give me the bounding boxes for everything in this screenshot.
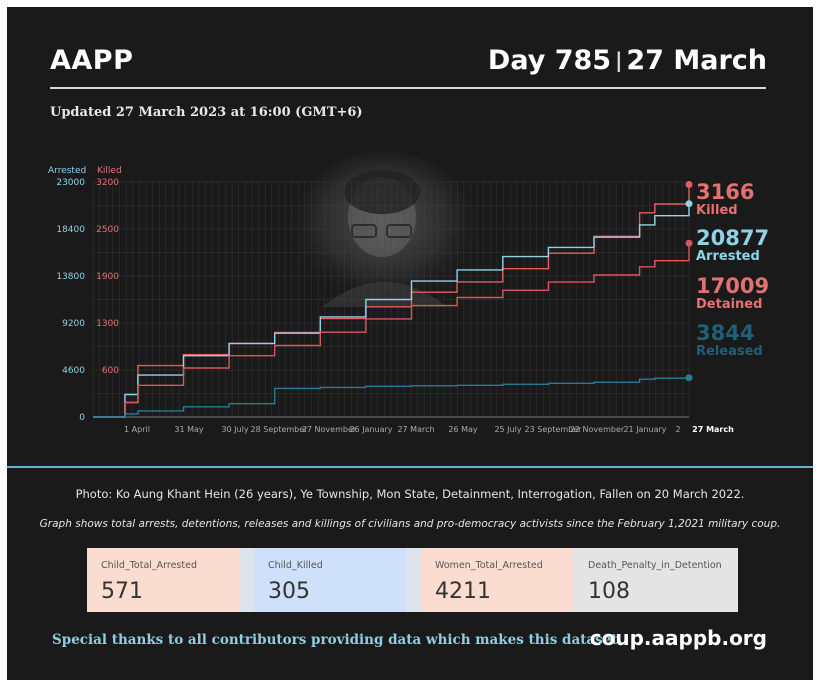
series-line-detained (93, 243, 690, 418)
stat-label: Child_Killed (268, 560, 323, 571)
y-left-tick-label: 4600 (62, 366, 85, 376)
stat-label: Child_Total_Arrested (101, 560, 197, 571)
line-chart: 23000 18400 13800 9200 4600 0 3200 2500 1900 1300… (48, 151, 769, 434)
y-right-tick-label: 600 (102, 366, 119, 376)
day-number: Day 785 (487, 45, 612, 76)
x-tick-label: 26 January (349, 425, 392, 434)
series-endpoint-released (685, 374, 693, 382)
y-left-tick-label: 13800 (56, 272, 85, 282)
series-endpoint-detained (685, 239, 693, 247)
stat-value: 108 (588, 579, 630, 604)
x-tick-label: 28 September (251, 425, 309, 434)
x-tick-label: 30 July (221, 425, 248, 434)
legend-label-released: Released (696, 344, 763, 359)
x-tick-label: 23 September (525, 425, 583, 434)
y-axis-left-label: Arrested (48, 166, 86, 176)
y-left-tick-label: 9200 (62, 319, 85, 329)
x-tick-label: 21 January (623, 425, 666, 434)
section-divider (7, 466, 813, 468)
y-right-tick-label: 3200 (96, 178, 119, 188)
chart-series (93, 180, 693, 418)
stat-card-child-killed: Child_Killed 305 (254, 548, 406, 612)
separator: | (615, 48, 623, 72)
infographic-frame: AAPP Day 785 | 27 March Updated 27 March 2… (7, 7, 813, 680)
day-counter: Day 785 | 27 March (488, 45, 767, 76)
legend-value-released: 3844 (696, 321, 754, 345)
stat-card-child-arrested: Child_Total_Arrested 571 (87, 548, 239, 612)
x-tick-label: 27 March (397, 425, 434, 434)
y-right-tick-label: 1300 (96, 319, 119, 329)
legend-value-detained: 17009 (696, 274, 769, 298)
graph-note: Graph shows total arrests, detentions, r… (39, 518, 781, 530)
stat-value: 571 (101, 579, 143, 604)
thanks-text: Special thanks to all contributors provi… (52, 632, 623, 648)
stat-label: Women_Total_Arrested (435, 560, 543, 571)
series-line-released (93, 377, 690, 418)
legend-label-arrested: Arrested (696, 249, 760, 264)
updated-timestamp: Updated 27 March 2023 at 16:00 (GMT+6) (50, 105, 363, 120)
stat-card-women-arrested: Women_Total_Arrested 4211 (421, 548, 573, 612)
y-right-tick-label: 2500 (96, 225, 119, 235)
stat-card-death-penalty: Death_Penalty_in_Detention 108 (574, 548, 738, 612)
stat-value: 4211 (435, 579, 491, 604)
x-tick-label: 22 November (570, 425, 625, 434)
legend-value-killed: 3166 (696, 180, 754, 204)
y-left-tick-label: 18400 (56, 225, 85, 235)
stat-label: Death_Penalty_in_Detention (588, 560, 722, 571)
x-tick-label: 25 July (494, 425, 521, 434)
legend-label-killed: Killed (696, 203, 738, 218)
legend-value-arrested: 20877 (696, 226, 769, 250)
stat-value: 305 (268, 579, 310, 604)
x-tick-label: 31 May (174, 425, 204, 434)
brand-title: AAPP (50, 45, 134, 76)
website-link[interactable]: coup.aappb.org (589, 626, 767, 650)
x-tick-label: 2 (675, 425, 680, 434)
x-tick-label: 27 November (302, 425, 357, 434)
x-tick-label: 1 April (124, 425, 150, 434)
series-endpoint-killed (685, 180, 693, 188)
header-divider (50, 87, 766, 89)
y-axis-right-label: Killed (97, 166, 122, 176)
chart-grid (92, 181, 690, 418)
y-axis-ticks: 23000 18400 13800 9200 4600 0 3200 2500 1900 1300… (56, 178, 119, 423)
series-endpoint-arrested (685, 200, 693, 208)
y-left-tick-label: 0 (79, 413, 85, 423)
day-date: 27 March (626, 45, 767, 76)
y-left-tick-label: 23000 (56, 178, 85, 188)
stats-panel: Child_Total_Arrested 571 Child_Killed 30… (87, 548, 738, 612)
y-right-tick-label: 1900 (96, 272, 119, 282)
x-tick-label: 27 March (692, 425, 734, 434)
photo-caption: Photo: Ko Aung Khant Hein (26 years), Ye… (75, 487, 745, 501)
legend-label-detained: Detained (696, 297, 762, 312)
x-tick-label: 26 May (448, 425, 478, 434)
